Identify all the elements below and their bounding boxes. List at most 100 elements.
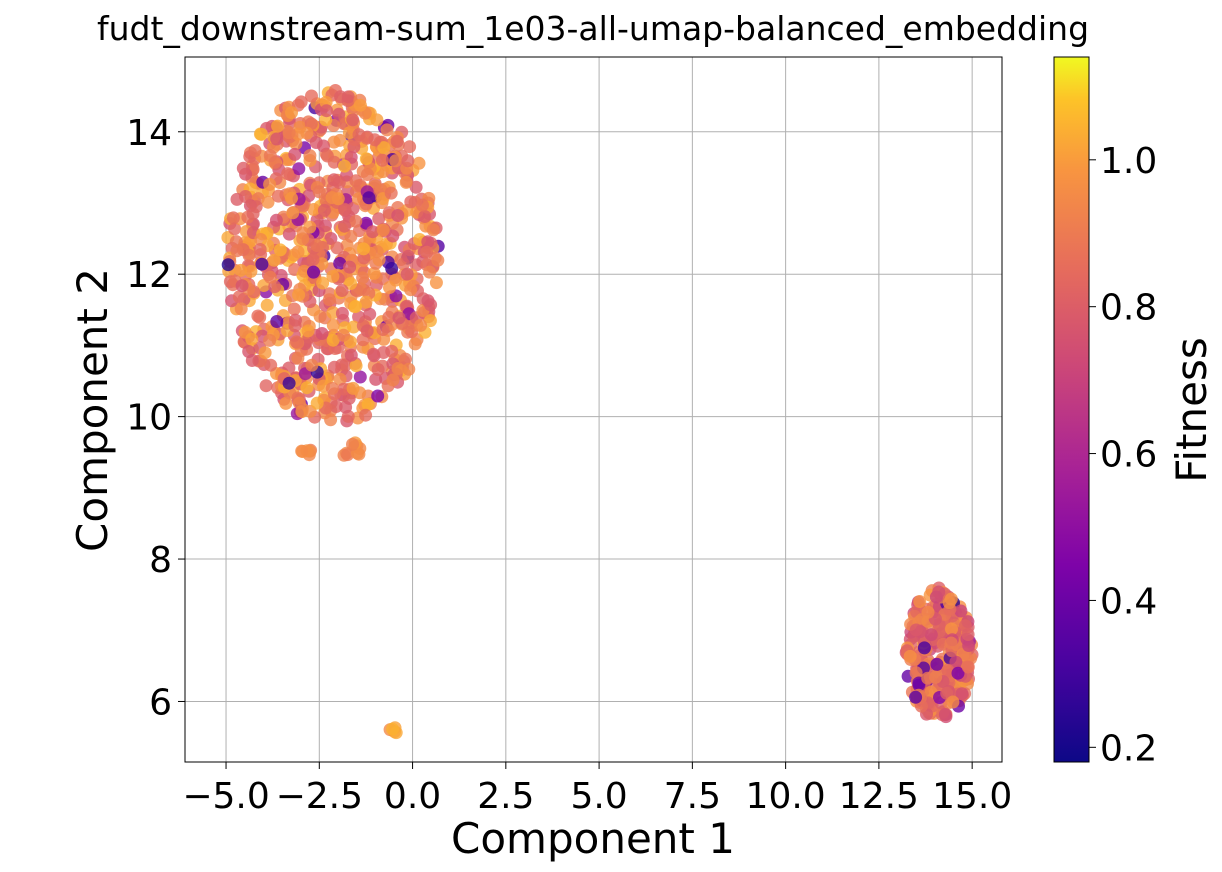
scatter-point: [344, 348, 358, 362]
scatter-point: [955, 687, 969, 701]
scatter-point: [338, 219, 351, 233]
scatter-point: [273, 243, 287, 257]
scatter-point: [282, 376, 296, 390]
scatter-point: [404, 283, 418, 297]
scatter-point: [288, 147, 302, 161]
scatter-point: [303, 149, 317, 163]
scatter-point: [344, 229, 358, 243]
scatter-point: [431, 253, 445, 267]
scatter-point: [337, 328, 351, 342]
scatter-point: [349, 359, 363, 373]
scatter-point: [414, 318, 428, 332]
scatter-point: [291, 351, 305, 365]
scatter-point: [909, 666, 923, 680]
scatter-point: [346, 437, 359, 451]
colorbar-axis: 0.2 0.4 0.6 0.8 1.0: [1089, 141, 1157, 769]
scatter-point: [945, 622, 958, 636]
scatter-point: [269, 213, 283, 227]
scatter-point: [316, 276, 330, 290]
scatter-point: [384, 186, 398, 200]
y-tick-label: 10: [126, 398, 172, 439]
scatter-point: [371, 363, 385, 376]
scatter-point: [254, 127, 268, 141]
scatter-point: [335, 306, 349, 320]
scatter-point: [312, 185, 326, 199]
scatter-point: [292, 396, 306, 410]
scatter-point: [426, 223, 440, 237]
scatter-point: [270, 315, 284, 328]
scatter-point: [322, 293, 336, 307]
scatter-point: [338, 159, 351, 173]
scatter-point: [423, 265, 437, 279]
scatter-point: [367, 347, 380, 361]
scatter-point: [938, 708, 952, 721]
scatter-point: [234, 302, 248, 316]
scatter-point: [376, 323, 390, 336]
scatter-point: [332, 176, 346, 189]
scatter-point: [228, 222, 242, 236]
scatter-point: [334, 90, 347, 104]
scatter-point: [418, 210, 432, 223]
scatter-point: [421, 294, 435, 308]
scatter-point: [255, 257, 269, 271]
scatter-point: [226, 211, 240, 225]
y-tick-label: 8: [149, 540, 172, 581]
scatter-point: [307, 203, 321, 216]
scatter-point: [390, 134, 404, 148]
scatter-point: [230, 244, 244, 258]
scatter-point: [338, 202, 351, 216]
scatter-point: [317, 139, 330, 153]
scatter-point: [263, 333, 277, 347]
scatter-point: [404, 195, 418, 209]
scatter-point: [961, 660, 975, 674]
scatter-point: [423, 314, 437, 328]
scatter-point: [263, 149, 277, 163]
scatter-point: [944, 636, 958, 650]
scatter-point: [234, 263, 248, 277]
scatter-point: [264, 358, 278, 372]
scatter-point: [326, 318, 340, 332]
scatter-point: [327, 360, 341, 374]
scatter-point: [357, 242, 370, 256]
scatter-point: [270, 132, 284, 146]
scatter-point: [339, 358, 353, 372]
scatter-point: [377, 346, 390, 359]
x-tick-label: −2.5: [276, 776, 363, 817]
scatter-point: [946, 695, 960, 709]
x-tick-label: −5.0: [182, 776, 269, 817]
scatter-point: [361, 397, 375, 411]
scatter-point: [295, 444, 309, 458]
scatter-point: [377, 332, 391, 346]
scatter-point: [912, 678, 926, 692]
scatter-point: [349, 300, 362, 313]
colorbar: [1053, 56, 1090, 763]
scatter-point: [359, 295, 373, 309]
scatter-point: [362, 191, 376, 205]
scatter-point: [399, 352, 412, 366]
scatter-point: [353, 370, 367, 384]
scatter-point: [317, 203, 331, 217]
scatter-point: [239, 190, 252, 203]
scatter-point: [942, 596, 956, 610]
scatter-point: [391, 362, 405, 375]
colorbar-tick-label: 0.4: [1100, 581, 1157, 622]
scatter-point: [326, 306, 340, 320]
scatter-point: [401, 154, 415, 168]
scatter-point: [932, 585, 946, 599]
scatter-point: [246, 207, 260, 221]
x-tick-label: 12.5: [839, 776, 919, 817]
scatter-point: [251, 309, 265, 323]
scatter-point: [360, 324, 374, 338]
scatter-point: [248, 144, 262, 158]
scatter-point: [402, 362, 416, 376]
scatter-point: [263, 177, 277, 191]
scatter-point: [324, 413, 338, 427]
scatter-point: [369, 372, 383, 386]
scatter-point: [370, 245, 384, 259]
x-tick-label: 0.0: [384, 776, 441, 817]
scatter-point: [921, 605, 935, 619]
scatter-point: [306, 253, 320, 267]
scatter-point: [415, 198, 429, 212]
scatter-point: [260, 298, 274, 312]
scatter-point: [287, 302, 301, 316]
